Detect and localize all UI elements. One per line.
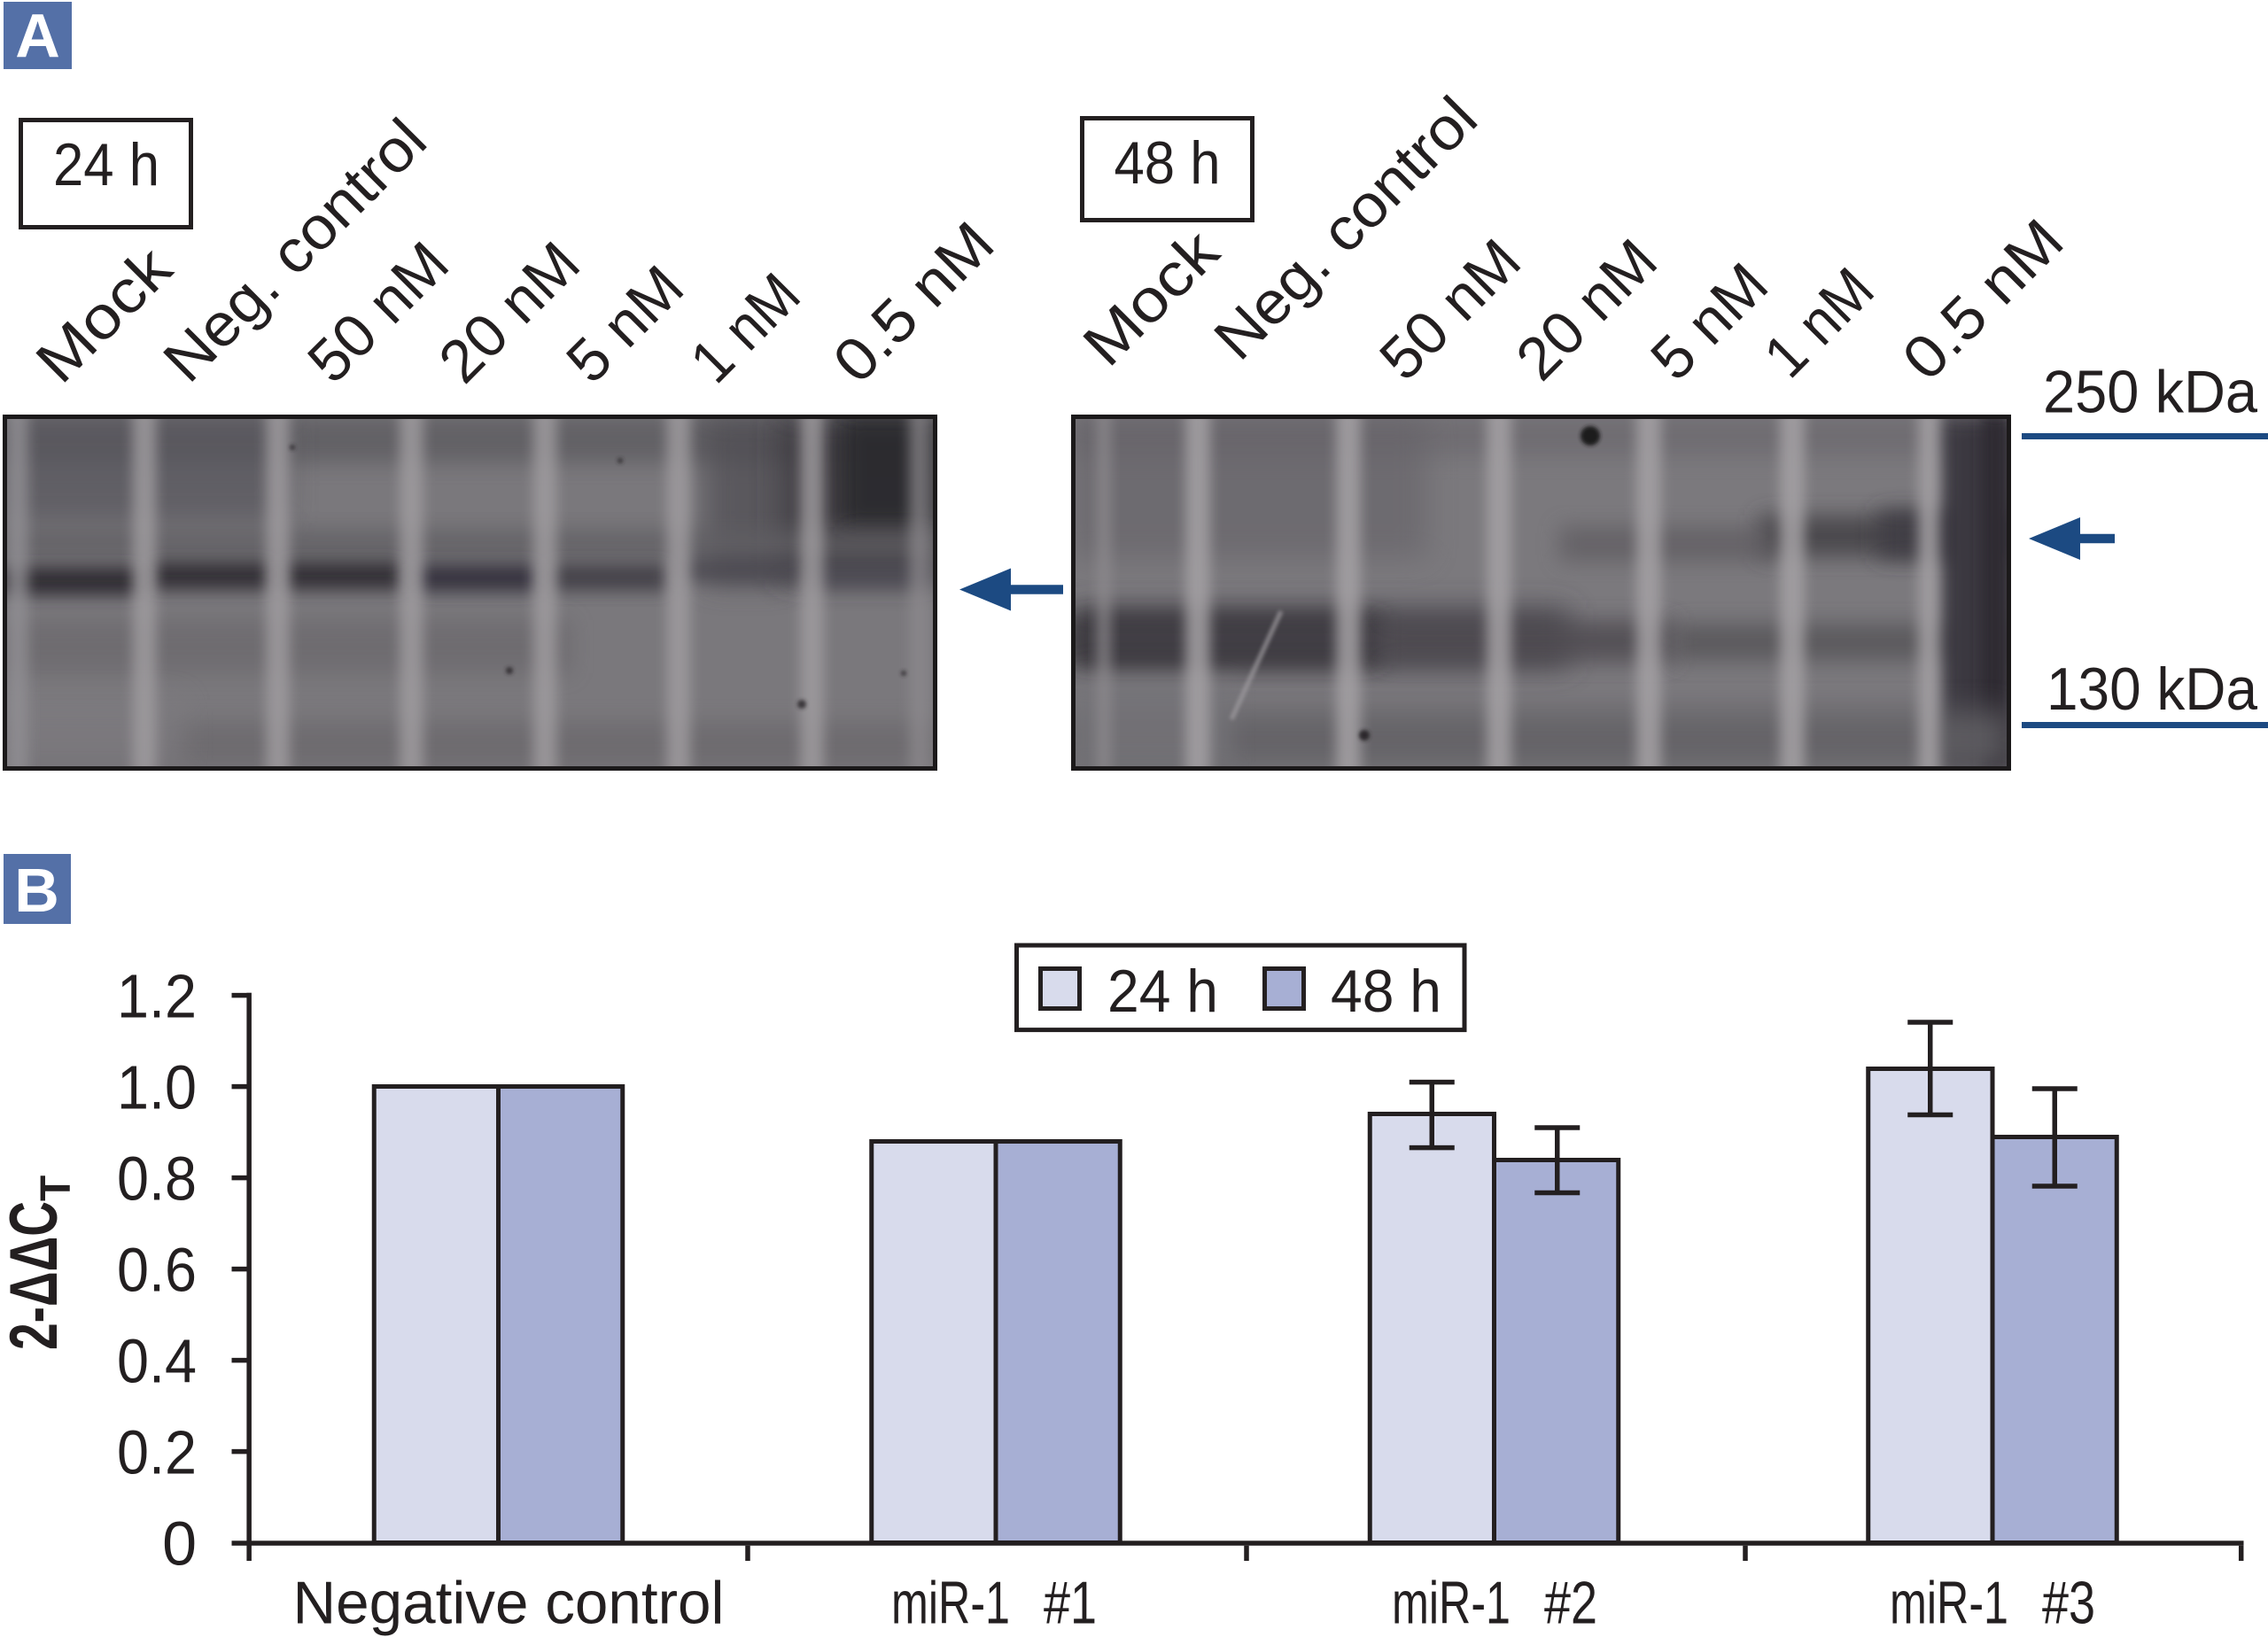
svg-text:2-ΔΔCT: 2-ΔΔCT <box>0 1176 80 1350</box>
svg-text:miR-1: miR-1 <box>891 1569 1010 1636</box>
svg-text:48 h: 48 h <box>1331 958 1441 1025</box>
svg-text:250 kDa: 250 kDa <box>2043 359 2257 426</box>
svg-text:130 kDa: 130 kDa <box>2047 656 2257 723</box>
svg-text:miR-1: miR-1 <box>1392 1569 1511 1636</box>
svg-text:B: B <box>14 856 59 925</box>
svg-text:1.0: 1.0 <box>117 1053 197 1122</box>
svg-text:0.8: 0.8 <box>117 1145 197 1214</box>
svg-text:#3: #3 <box>2042 1569 2095 1636</box>
svg-text:1.2: 1.2 <box>117 962 197 1031</box>
svg-text:#1: #1 <box>1044 1569 1097 1636</box>
svg-text:0.6: 0.6 <box>117 1236 197 1305</box>
svg-text:24 h: 24 h <box>1107 958 1218 1025</box>
svg-text:0.2: 0.2 <box>117 1418 197 1487</box>
svg-text:A: A <box>15 2 60 71</box>
svg-text:Negative control: Negative control <box>293 1569 725 1636</box>
svg-text:#2: #2 <box>1544 1569 1597 1636</box>
svg-text:0: 0 <box>162 1509 197 1579</box>
svg-text:miR-1: miR-1 <box>1890 1569 2008 1636</box>
svg-text:24 h: 24 h <box>53 131 159 198</box>
svg-text:48 h: 48 h <box>1115 129 1221 197</box>
svg-text:0.4: 0.4 <box>117 1327 197 1396</box>
